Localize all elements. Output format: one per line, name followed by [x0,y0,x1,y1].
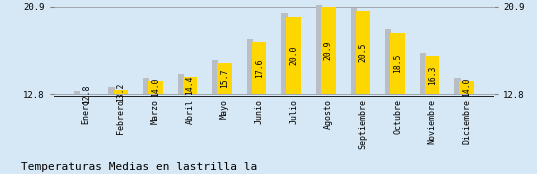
Bar [246,39,253,94]
Text: 18.5: 18.5 [393,54,402,73]
Text: 13.2: 13.2 [117,82,125,102]
Bar [385,29,391,94]
Text: 14.0: 14.0 [151,78,160,97]
Bar [212,60,219,94]
Bar [454,78,461,94]
Bar [460,81,474,94]
Text: 20.5: 20.5 [359,43,367,62]
Bar [425,56,439,94]
Bar [183,77,197,94]
Bar [321,7,336,94]
Text: 15.7: 15.7 [220,69,229,88]
Bar [252,42,266,94]
Text: 20.9: 20.9 [324,41,333,60]
Bar [108,87,114,94]
Text: 14.4: 14.4 [185,76,194,95]
Bar [351,8,357,94]
Bar [390,33,405,94]
Bar [148,81,163,94]
Bar [143,78,149,94]
Bar [178,74,184,94]
Text: 16.3: 16.3 [427,66,437,85]
Bar [420,53,426,94]
Text: 17.6: 17.6 [255,59,264,78]
Bar [113,90,128,94]
Bar [281,13,287,94]
Bar [74,91,80,94]
Text: Temperaturas Medias en lastrilla la: Temperaturas Medias en lastrilla la [21,162,258,172]
Bar [355,11,370,94]
Bar [217,63,232,94]
Text: 14.0: 14.0 [462,78,471,97]
Text: 20.0: 20.0 [289,46,298,65]
Text: 12.8: 12.8 [82,84,91,104]
Bar [287,17,301,94]
Bar [316,4,322,94]
